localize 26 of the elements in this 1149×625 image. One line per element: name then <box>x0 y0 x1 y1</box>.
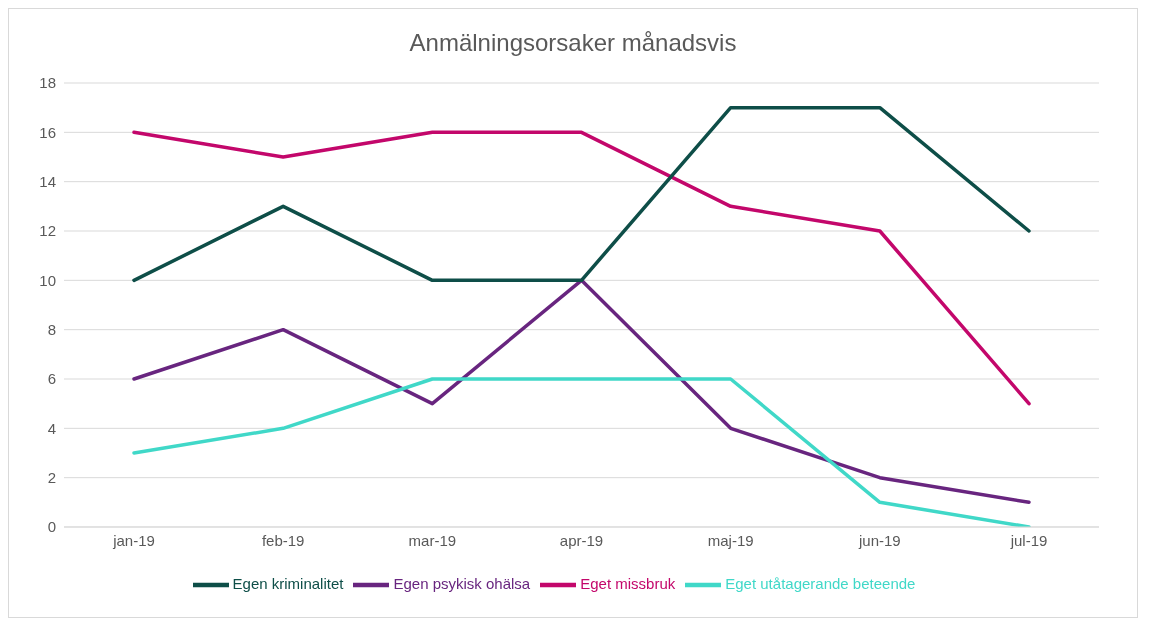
y-tick-label: 2 <box>47 468 56 486</box>
line-series <box>132 278 1031 505</box>
y-tick-label: 18 <box>39 74 56 92</box>
chart-title: Anmälningsorsaker månadsvis <box>408 28 738 58</box>
x-tick-label: feb-19 <box>261 531 305 549</box>
x-tick-label: jan-19 <box>112 531 155 549</box>
y-tick-label: 10 <box>39 271 56 289</box>
y-tick-label: 12 <box>39 222 56 240</box>
line-series <box>132 105 1031 283</box>
legend-label: Eget missbruk <box>580 574 676 592</box>
x-tick-label: jun-19 <box>857 531 901 549</box>
x-tick-label: jul-19 <box>1009 531 1048 549</box>
x-tick-label: apr-19 <box>559 531 604 549</box>
x-tick-label: mar-19 <box>408 531 457 549</box>
legend-label: Egen psykisk ohälsa <box>393 574 531 592</box>
legend-label: Egen kriminalitet <box>232 574 344 592</box>
y-tick-label: 14 <box>39 172 56 190</box>
y-tick-label: 6 <box>47 370 56 388</box>
y-tick-label: 16 <box>39 123 56 141</box>
x-tick-label: maj-19 <box>707 531 754 549</box>
line-series <box>132 377 1031 527</box>
y-tick-label: 0 <box>47 518 56 536</box>
y-tick-label: 8 <box>47 320 56 338</box>
line-series <box>132 130 1031 406</box>
y-tick-label: 4 <box>47 419 56 437</box>
legend-label: Eget utåtagerande beteende <box>725 574 916 592</box>
